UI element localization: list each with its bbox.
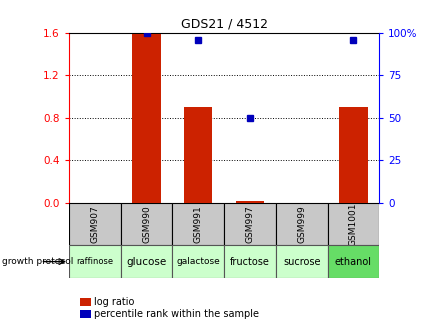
Bar [224,245,275,278]
Bar [69,203,120,245]
Bar [327,203,378,245]
Bar [69,245,120,278]
Text: GSM907: GSM907 [90,205,99,243]
Text: GSM990: GSM990 [142,205,150,243]
Bar [172,245,224,278]
Text: GSM999: GSM999 [297,205,305,243]
Bar [327,245,378,278]
Bar [120,245,172,278]
Bar [120,203,172,245]
Text: glucose: glucose [126,257,166,267]
Bar [275,203,327,245]
Text: GSM997: GSM997 [245,205,254,243]
Text: GSM991: GSM991 [194,205,202,243]
Text: ethanol: ethanol [334,257,371,267]
Text: fructose: fructose [230,257,269,267]
Title: GDS21 / 4512: GDS21 / 4512 [180,17,267,30]
Text: percentile rank within the sample: percentile rank within the sample [94,309,258,318]
Text: growth protocol: growth protocol [2,257,74,266]
Text: galactose: galactose [176,257,220,266]
Text: GSM1001: GSM1001 [348,202,357,246]
Bar [224,203,275,245]
Bar [132,34,160,203]
Text: sucrose: sucrose [282,257,320,267]
Text: raffinose: raffinose [76,257,113,266]
Text: log ratio: log ratio [94,297,134,307]
Bar [235,200,264,203]
Bar [172,203,224,245]
Bar [184,107,212,203]
Bar [275,245,327,278]
Bar [338,107,367,203]
